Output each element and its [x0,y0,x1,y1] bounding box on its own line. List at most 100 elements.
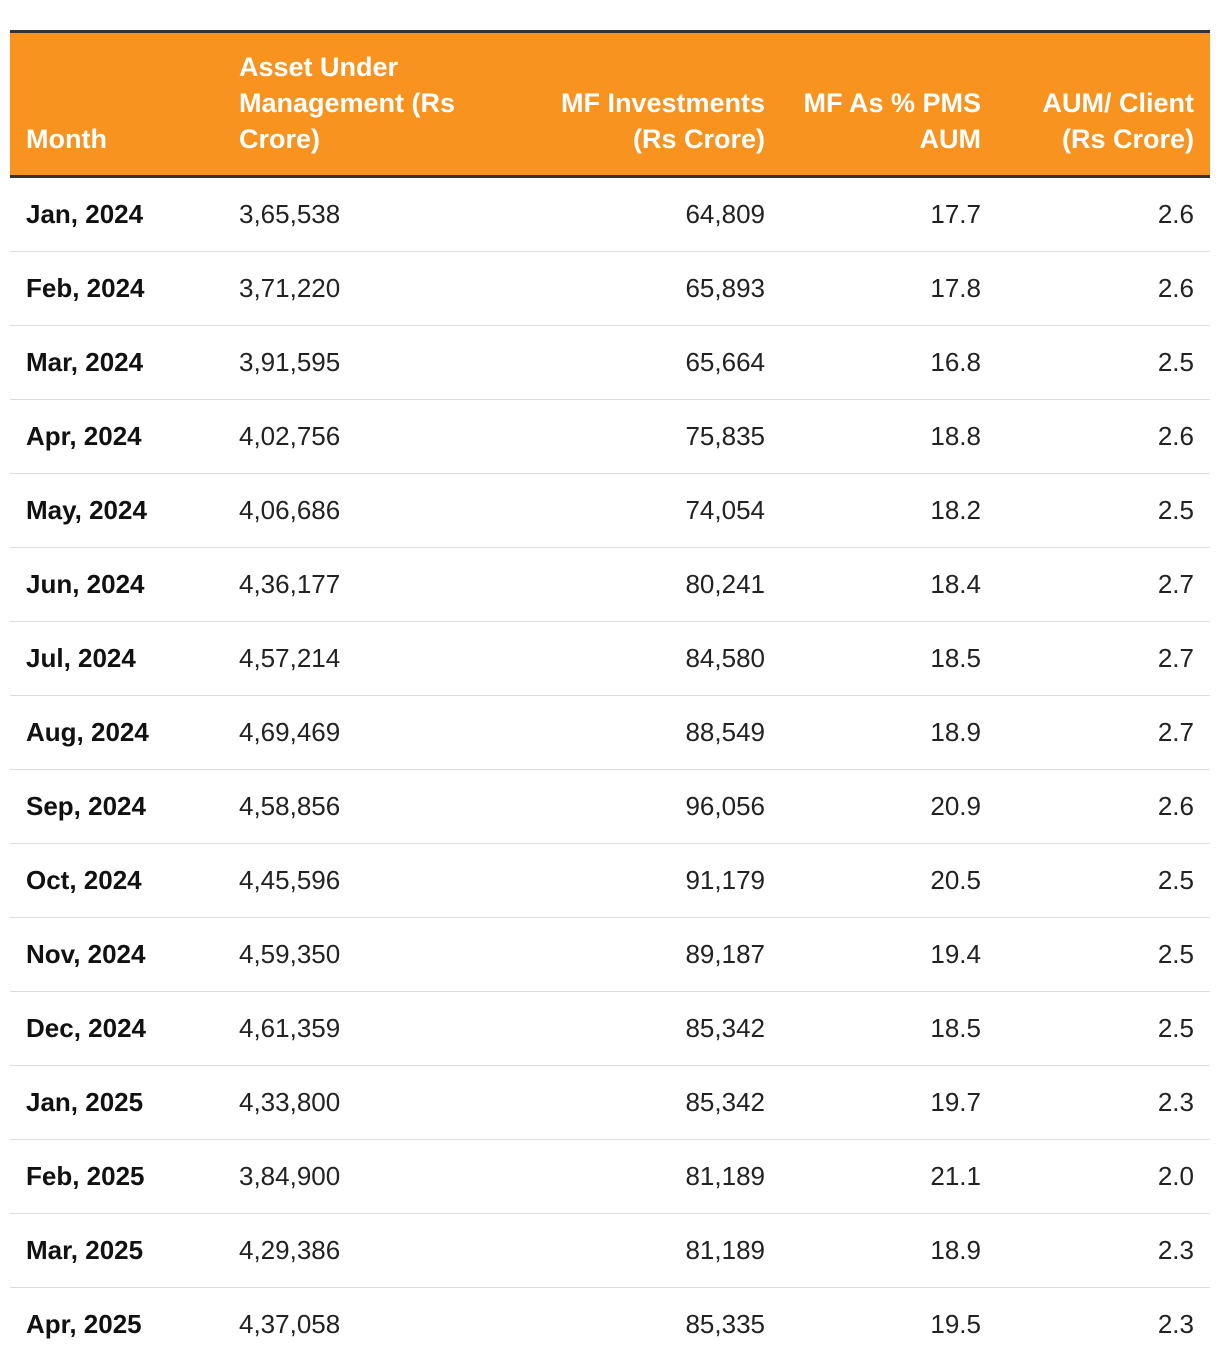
table-row: Nov, 2024 4,59,350 89,187 19.4 2.5 [10,917,1210,992]
table-row: Sep, 2024 4,58,856 96,056 20.9 2.6 [10,769,1210,844]
value-cell: 2.3 [997,1213,1210,1288]
month-cell: Dec, 2024 [10,991,223,1066]
value-cell: 2.7 [997,695,1210,770]
value-cell: 2.7 [997,621,1210,696]
month-cell: Jan, 2024 [10,176,223,252]
value-cell: 80,241 [500,547,781,622]
value-cell: 88,549 [500,695,781,770]
table-row: Mar, 2024 3,91,595 65,664 16.8 2.5 [10,325,1210,400]
month-cell: Feb, 2024 [10,251,223,326]
value-cell: 3,91,595 [223,325,500,400]
column-header: AUM/ Client (Rs Crore) [997,31,1210,178]
value-cell: 19.5 [930,1309,981,1339]
value-cell: 81,189 [500,1139,781,1214]
value-cell: 2.6 [997,769,1210,844]
value-cell: 4,59,350 [223,917,500,992]
value-cell: 2.3 [1157,1309,1194,1339]
value-cell: 85,335 [685,1309,765,1339]
month-cell: Jul, 2024 [10,621,223,696]
month-cell: Jun, 2024 [10,547,223,622]
value-cell: 85,342 [500,991,781,1066]
column-header: Asset Under Management (Rs Crore) [223,31,500,178]
value-cell: 2.5 [997,473,1210,548]
value-cell: 2.0 [997,1139,1210,1214]
value-cell: 2.6 [997,251,1210,326]
table-row: Jan, 2024 3,65,538 64,809 17.7 2.6 [10,176,1210,252]
table-row: Apr, 2024 4,02,756 75,835 18.8 2.6 [10,399,1210,474]
value-cell: 85,342 [500,1065,781,1140]
month-cell: May, 2024 [10,473,223,548]
header-row: Month Asset Under Management (Rs Crore) MF… [10,31,1210,178]
table-row: Feb, 2025 3,84,900 81,189 21.1 2.0 [10,1139,1210,1214]
value-cell: 17.8 [781,251,997,326]
month-cell: Jan, 2025 [10,1065,223,1140]
value-cell: 2.5 [997,843,1210,918]
value-cell: 65,893 [500,251,781,326]
value-cell: 18.8 [781,399,997,474]
value-cell: 20.5 [781,843,997,918]
table-row: Mar, 2025 4,29,386 81,189 18.9 2.3 [10,1213,1210,1288]
value-cell: 4,69,469 [223,695,500,770]
column-header: MF As % PMS AUM [781,31,997,178]
value-cell: 3,65,538 [223,176,500,252]
value-cell: 19.7 [781,1065,997,1140]
value-cell: 89,187 [500,917,781,992]
month-cell: Aug, 2024 [10,695,223,770]
value-cell: 17.7 [781,176,997,252]
column-header: MF Investments (Rs Crore) [500,31,781,178]
value-cell: 18.5 [781,991,997,1066]
value-cell: 81,189 [500,1213,781,1288]
value-cell: 18.9 [781,695,997,770]
table-row: Dec, 2024 4,61,359 85,342 18.5 2.5 [10,991,1210,1066]
table-row: Apr, 2025 4,37,058 85,335 19.5 2.3 [10,1288,1210,1362]
value-cell: 74,054 [500,473,781,548]
value-cell: 75,835 [500,399,781,474]
month-cell: Mar, 2024 [10,325,223,400]
value-cell: 2.7 [997,547,1210,622]
month-cell: Mar, 2025 [10,1213,223,1288]
value-cell: 4,37,058 [239,1309,341,1339]
month-cell: Sep, 2024 [10,769,223,844]
table-row: Jan, 2025 4,33,800 85,342 19.7 2.3 [10,1065,1210,1140]
value-cell: 16.8 [781,325,997,400]
value-cell: 2.6 [997,176,1210,252]
table-row: Oct, 2024 4,45,596 91,179 20.5 2.5 [10,843,1210,918]
value-cell: 4,29,386 [223,1213,500,1288]
month-cell: Oct, 2024 [10,843,223,918]
value-cell: 20.9 [781,769,997,844]
value-cell: 4,45,596 [223,843,500,918]
value-cell: 4,33,800 [223,1065,500,1140]
table-row: Jun, 2024 4,36,177 80,241 18.4 2.7 [10,547,1210,622]
value-cell: 4,58,856 [223,769,500,844]
value-cell: 4,06,686 [223,473,500,548]
value-cell: 64,809 [500,176,781,252]
value-cell: 4,02,756 [223,399,500,474]
value-cell: 65,664 [500,325,781,400]
data-table: Month Asset Under Management (Rs Crore) MF… [10,30,1210,1361]
value-cell: 84,580 [500,621,781,696]
column-header: Month [10,31,223,178]
value-cell: 4,57,214 [223,621,500,696]
table-body: Jan, 2024 3,65,538 64,809 17.7 2.6 Feb, 2024 3… [10,176,1210,1362]
table-row: Aug, 2024 4,69,469 88,549 18.9 2.7 [10,695,1210,770]
value-cell: 18.5 [781,621,997,696]
value-cell: 2.6 [997,399,1210,474]
value-cell: 3,71,220 [223,251,500,326]
value-cell: 91,179 [500,843,781,918]
month-cell: Nov, 2024 [10,917,223,992]
value-cell: 2.5 [997,917,1210,992]
table-row: May, 2024 4,06,686 74,054 18.2 2.5 [10,473,1210,548]
table-row: Jul, 2024 4,57,214 84,580 18.5 2.7 [10,621,1210,696]
value-cell: 18.2 [781,473,997,548]
value-cell: 4,61,359 [223,991,500,1066]
value-cell: 96,056 [500,769,781,844]
value-cell: 2.3 [997,1065,1210,1140]
value-cell: 18.4 [781,547,997,622]
value-cell: 2.5 [997,325,1210,400]
table-row: Feb, 2024 3,71,220 65,893 17.8 2.6 [10,251,1210,326]
value-cell: 4,36,177 [223,547,500,622]
value-cell: 19.4 [781,917,997,992]
month-cell: Apr, 2025 [26,1309,142,1339]
value-cell: 2.5 [997,991,1210,1066]
value-cell: 18.9 [781,1213,997,1288]
